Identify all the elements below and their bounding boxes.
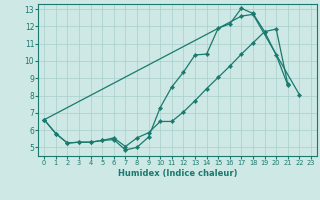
X-axis label: Humidex (Indice chaleur): Humidex (Indice chaleur) (118, 169, 237, 178)
